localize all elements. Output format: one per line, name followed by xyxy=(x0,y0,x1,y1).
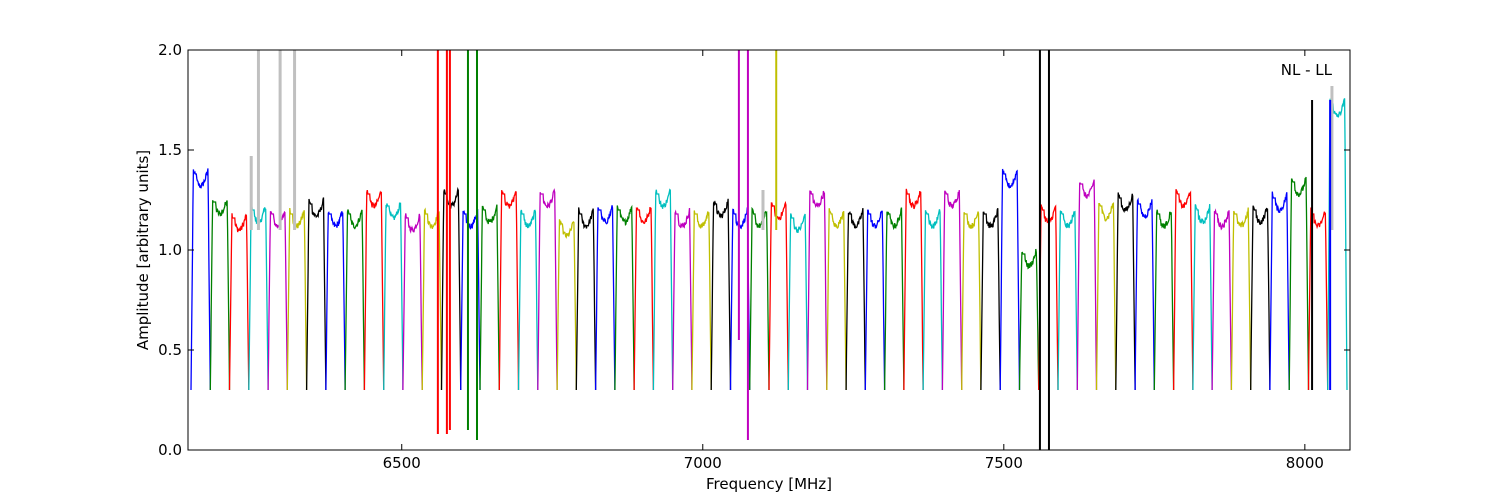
channel-39-line xyxy=(922,209,944,391)
channel-42-line xyxy=(980,207,1001,391)
channel-37-line xyxy=(883,207,905,391)
channel-58-line xyxy=(1288,176,1310,391)
y-tick-label: 1.5 xyxy=(158,141,182,159)
channel-6-line xyxy=(286,207,308,391)
channel-25-line xyxy=(652,188,674,391)
channel-53-line xyxy=(1192,204,1213,391)
channel-11-line xyxy=(383,202,404,391)
channel-19-line xyxy=(537,188,558,391)
channel-26-line xyxy=(672,207,693,391)
channel-56-line xyxy=(1250,205,1271,391)
channel-40-line xyxy=(941,190,963,391)
channel-49-line xyxy=(1115,192,1136,391)
y-tick-label: 0.0 xyxy=(158,441,182,459)
channel-41-line xyxy=(961,211,982,391)
channel-30-line xyxy=(749,206,770,391)
y-axis-label: Amplitude [arbitrary units] xyxy=(134,150,152,350)
series-layer xyxy=(190,50,1348,450)
channel-43-line xyxy=(999,168,1021,391)
channel-36-line xyxy=(864,209,886,391)
channel-28-line xyxy=(710,198,732,391)
channel-18-line xyxy=(517,209,539,391)
channel-47-line xyxy=(1076,179,1098,391)
channel-27-line xyxy=(691,210,712,391)
channel-32-line xyxy=(787,213,809,391)
y-tick-label: 2.0 xyxy=(158,41,182,59)
channel-9-line xyxy=(344,209,366,391)
channel-2-line xyxy=(209,200,231,391)
channel-57-line xyxy=(1269,191,1290,391)
channel-20-line xyxy=(556,219,577,391)
channel-3-line xyxy=(228,213,250,391)
channel-33-line xyxy=(806,190,828,391)
channel-14-line xyxy=(440,186,462,391)
channel-50-line xyxy=(1134,197,1155,391)
channel-38-line xyxy=(903,188,924,391)
channel-5-line xyxy=(267,210,288,391)
channel-35-line xyxy=(845,208,866,391)
channel-10-line xyxy=(363,189,385,391)
channel-55-line xyxy=(1230,207,1252,391)
channel-21-line xyxy=(575,207,597,391)
x-tick-label: 6500 xyxy=(383,454,421,472)
channel-22-line xyxy=(594,205,616,391)
channel-48-line xyxy=(1095,202,1117,391)
channel-31-line xyxy=(768,200,789,391)
channel-44-line xyxy=(1018,248,1040,391)
channel-34-line xyxy=(826,208,847,391)
x-tick-label: 7500 xyxy=(985,454,1023,472)
x-axis-label: Frequency [MHz] xyxy=(706,475,832,493)
channel-8-line xyxy=(325,211,346,391)
ticks-layer: 6500 7000 7500 8000 0.0 0.5 1.0 1.5 2.0 xyxy=(158,41,1350,472)
x-tick-label: 7000 xyxy=(684,454,722,472)
x-tick-label: 8000 xyxy=(1286,454,1324,472)
channel-1-line xyxy=(190,168,211,391)
channel-54-line xyxy=(1211,208,1233,391)
annotation-label: NL - LL xyxy=(1281,61,1333,79)
channel-46-line xyxy=(1057,210,1078,391)
channel-23-line xyxy=(614,204,635,391)
channel-51-line xyxy=(1153,209,1175,391)
y-tick-label: 0.5 xyxy=(158,341,182,359)
channel-12-line xyxy=(402,213,423,391)
channel-24-line xyxy=(633,207,655,391)
channel-52-line xyxy=(1172,189,1194,391)
channel-7-line xyxy=(305,197,327,391)
channel-29-line xyxy=(729,207,751,391)
y-tick-label: 1.0 xyxy=(158,241,182,259)
channel-17-line xyxy=(498,190,520,391)
channel-16-line xyxy=(479,204,500,391)
